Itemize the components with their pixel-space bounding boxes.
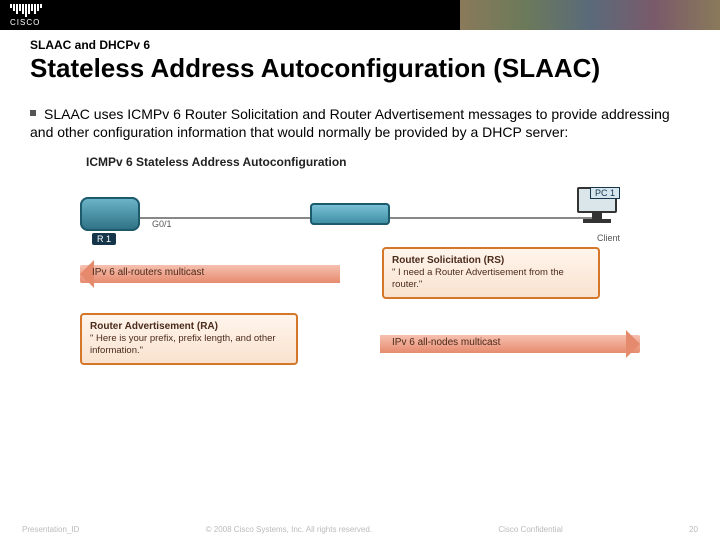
footer: Presentation_ID © 2008 Cisco Systems, In… xyxy=(0,525,720,534)
rs-callout: Router Solicitation (RS) " I need a Rout… xyxy=(382,247,600,299)
ra-row: Router Advertisement (RA) " Here is your… xyxy=(80,313,640,389)
rs-arrow-text: IPv 6 all-routers multicast xyxy=(92,267,204,278)
footer-left: Presentation_ID xyxy=(22,525,79,534)
header-photo-strip xyxy=(460,0,720,30)
top-bar: CISCO xyxy=(0,0,720,30)
footer-page: 20 xyxy=(689,525,698,534)
rs-callout-text: " I need a Router Advertisement from the… xyxy=(392,267,564,290)
rs-callout-title: Router Solicitation (RS) xyxy=(392,255,504,266)
pc-icon: PC 1 xyxy=(574,187,620,227)
bullet-content: SLAAC uses ICMPv 6 Router Solicitation a… xyxy=(30,106,670,140)
cisco-logo: CISCO xyxy=(10,4,42,27)
diagram: ICMPv 6 Stateless Address Autoconfigurat… xyxy=(80,155,640,389)
ra-callout-title: Router Advertisement (RA) xyxy=(90,321,218,332)
router-icon xyxy=(80,197,140,231)
network-row: R 1 G0/1 PC 1 Client xyxy=(80,179,640,239)
footer-right: Cisco Confidential xyxy=(498,525,562,534)
ra-callout-text: " Here is your prefix, prefix length, an… xyxy=(90,333,276,356)
pc-label: PC 1 xyxy=(590,187,620,199)
bullet-text: SLAAC uses ICMPv 6 Router Solicitation a… xyxy=(30,105,690,141)
rs-arrow: IPv 6 all-routers multicast xyxy=(80,265,340,283)
ra-arrow: IPv 6 all-nodes multicast xyxy=(380,335,640,353)
router-label: R 1 xyxy=(92,233,116,245)
ra-callout: Router Advertisement (RA) " Here is your… xyxy=(80,313,298,365)
switch-icon xyxy=(310,203,390,225)
footer-center: © 2008 Cisco Systems, Inc. All rights re… xyxy=(206,525,372,534)
page-title: Stateless Address Autoconfiguration (SLA… xyxy=(30,54,720,83)
section-label: SLAAC and DHCPv 6 xyxy=(30,38,720,52)
ra-arrow-text: IPv 6 all-nodes multicast xyxy=(392,337,500,348)
rs-row: IPv 6 all-routers multicast Router Solic… xyxy=(80,247,640,311)
diagram-title: ICMPv 6 Stateless Address Autoconfigurat… xyxy=(86,155,640,169)
interface-label: G0/1 xyxy=(152,219,172,229)
client-label: Client xyxy=(597,233,620,243)
bullet-icon xyxy=(30,110,36,116)
